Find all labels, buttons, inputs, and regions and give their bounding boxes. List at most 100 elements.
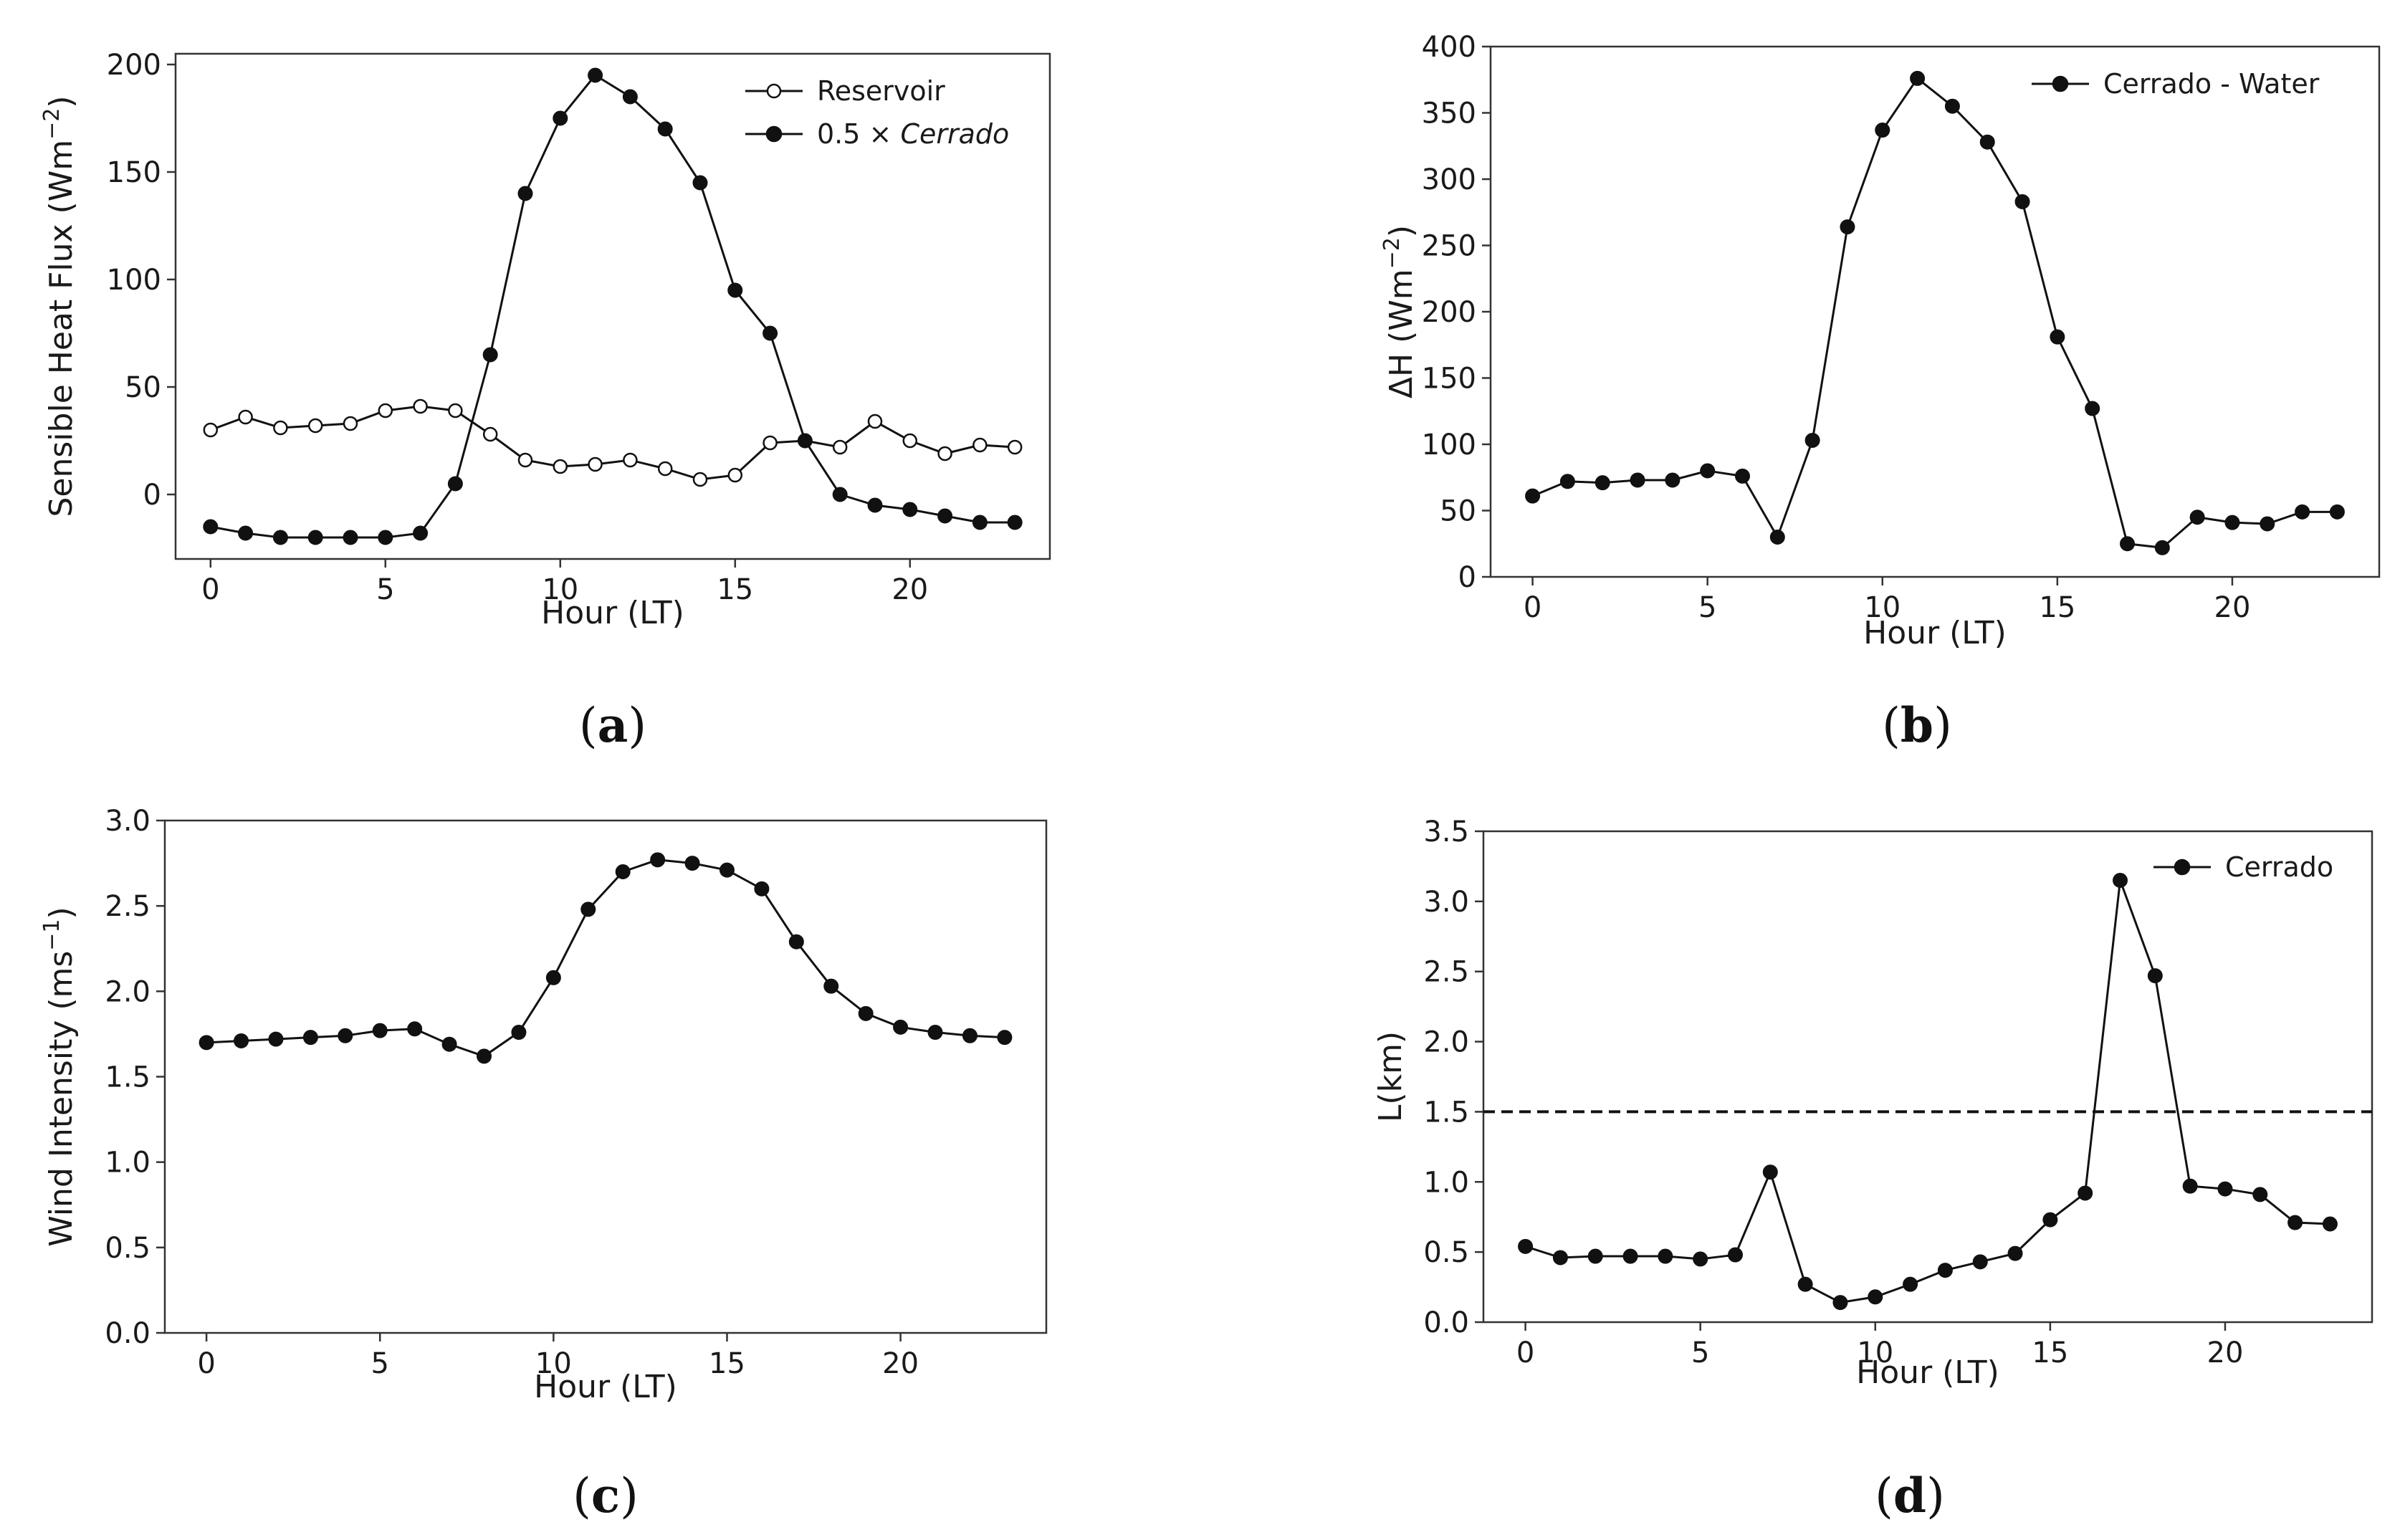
data-point — [2050, 329, 2065, 345]
x-tick-label: 20 — [2214, 591, 2251, 624]
x-tick-label: 20 — [2207, 1336, 2244, 1369]
caption-letter: a — [598, 697, 628, 753]
data-point — [657, 461, 673, 477]
y-axis-label-close: ) — [43, 907, 80, 919]
caption-close: ) — [620, 1468, 639, 1524]
y-tick-label: 2.5 — [105, 890, 150, 923]
data-point — [1525, 488, 1541, 504]
data-point — [307, 530, 323, 545]
data-point — [727, 282, 743, 298]
data-point — [1972, 1254, 1988, 1270]
x-tick-label: 5 — [376, 573, 394, 606]
caption-open: ( — [1882, 698, 1901, 753]
data-point — [2042, 1212, 2058, 1228]
x-axis-label: Hour (LT) — [534, 1369, 677, 1405]
x-tick-label: 5 — [1698, 591, 1716, 624]
y-tick-label: 300 — [1422, 163, 1476, 196]
data-point — [1937, 1263, 1953, 1278]
panel-caption: (c) — [573, 1468, 639, 1524]
legend-label-text: Reservoir — [817, 75, 945, 107]
caption-close: ) — [628, 698, 646, 753]
legend-label-text: Cerrado — [2225, 851, 2333, 883]
data-point — [997, 1030, 1013, 1046]
data-point — [511, 1025, 527, 1041]
data-point — [588, 456, 603, 472]
plot-frame — [163, 819, 1048, 1334]
data-point — [1007, 515, 1023, 530]
legend-marker — [765, 125, 783, 143]
data-point — [2224, 515, 2240, 530]
data-point — [692, 472, 708, 487]
x-axis-label: Hour (LT) — [541, 595, 684, 631]
y-tick-label: 3.0 — [105, 805, 150, 838]
data-point — [553, 110, 568, 126]
data-point — [1007, 439, 1023, 455]
data-point — [1868, 1289, 1883, 1305]
y-tick-label: 1.5 — [1423, 1096, 1469, 1129]
caption-letter: b — [1901, 697, 1933, 753]
x-axis-label: Hour (LT) — [1863, 615, 2007, 651]
caption-close: ) — [1926, 1468, 1945, 1524]
y-tick-label: 3.5 — [1423, 816, 1469, 848]
y-tick-label: 150 — [107, 156, 161, 189]
data-point — [754, 881, 770, 896]
y-axis-label-text: Sensible Heat Flux (Wm — [43, 140, 80, 517]
data-point — [199, 1035, 214, 1051]
y-tick-label: 400 — [1422, 31, 1476, 64]
caption-letter: d — [1893, 1468, 1926, 1524]
series-line — [1532, 77, 2338, 549]
data-point — [2113, 873, 2128, 888]
caption-open: ( — [579, 698, 598, 753]
data-point — [2329, 504, 2345, 520]
data-point — [1832, 1295, 1848, 1311]
y-tick-label: 150 — [1422, 363, 1476, 396]
data-point — [2085, 401, 2100, 416]
data-point — [858, 1005, 874, 1021]
data-point — [832, 487, 848, 502]
data-point — [1840, 219, 1855, 235]
x-tick-label: 0 — [197, 1347, 215, 1380]
data-point — [413, 525, 429, 541]
legend-label: 0.5 × Cerrado — [817, 118, 1009, 150]
legend-marker — [2052, 75, 2069, 92]
data-point — [1727, 1247, 1743, 1263]
y-axis-label: ΔH (Wm−2) — [1380, 225, 1420, 398]
x-tick-label: 0 — [1524, 591, 1541, 624]
data-point — [832, 439, 848, 455]
data-point — [477, 1048, 492, 1064]
data-point — [1734, 468, 1750, 484]
data-point — [307, 418, 323, 434]
plot-frame — [1482, 830, 2373, 1324]
plot-frame — [1489, 45, 2381, 578]
y-tick-label: 1.5 — [105, 1061, 150, 1094]
data-point — [1693, 1251, 1708, 1267]
data-point — [684, 856, 700, 871]
data-point — [937, 508, 953, 524]
data-point — [372, 1023, 388, 1038]
data-point — [2154, 540, 2170, 555]
y-axis-label: Sensible Heat Flux (Wm−2) — [39, 96, 80, 517]
x-axis-label: Hour (LT) — [1856, 1354, 1999, 1391]
data-point — [1903, 1276, 1918, 1292]
y-tick-label: 0 — [143, 479, 161, 512]
panel-caption: (d) — [1875, 1468, 1945, 1524]
data-point — [378, 530, 393, 545]
y-tick-label: 350 — [1422, 97, 1476, 130]
data-point — [407, 1021, 423, 1037]
data-point — [413, 398, 428, 414]
data-point — [1622, 1248, 1638, 1264]
x-tick-label: 15 — [2039, 591, 2075, 624]
y-tick-label: 0.5 — [1423, 1236, 1469, 1269]
data-point — [1630, 472, 1645, 488]
caption-close: ) — [1933, 698, 1952, 753]
y-tick-label: 50 — [1440, 495, 1476, 528]
data-point — [2287, 1215, 2303, 1230]
data-point — [650, 852, 666, 868]
data-point — [580, 901, 596, 917]
x-tick-label: 15 — [717, 573, 753, 606]
data-point — [1587, 1248, 1603, 1264]
data-point — [657, 121, 673, 137]
caption-open: ( — [1875, 1468, 1893, 1524]
data-point — [1875, 123, 1890, 138]
data-point — [268, 1031, 284, 1047]
